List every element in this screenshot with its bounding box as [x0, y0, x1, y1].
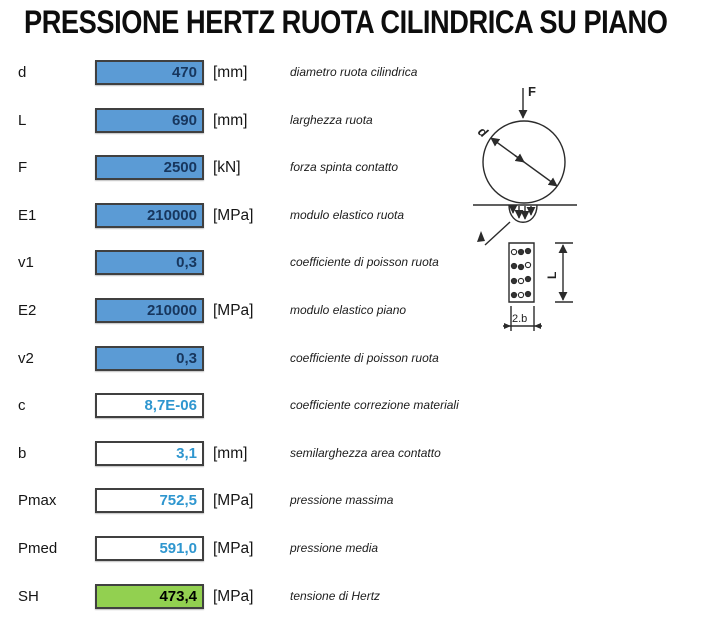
- value-field-b: 3,1: [95, 441, 204, 466]
- value-field-e2[interactable]: 210000: [95, 298, 204, 323]
- param-label: L: [18, 112, 27, 129]
- param-label: SH: [18, 588, 39, 605]
- parameter-row-v2: v2 0,3 coefficiente di poisson ruota: [0, 346, 707, 371]
- param-label: E2: [18, 302, 37, 319]
- param-label: b: [18, 445, 27, 462]
- contact-leader-arrow: [477, 231, 485, 242]
- param-description: modulo elastico piano: [290, 303, 407, 317]
- param-label: v2: [18, 350, 34, 367]
- value-field-sh: 473,4: [95, 584, 204, 609]
- parameter-row-d: d 470 [mm] diametro ruota cilindrica: [0, 60, 707, 85]
- value-text: 470: [171, 64, 197, 81]
- parameter-row-e2: E2 210000 [MPa] modulo elastico piano: [0, 298, 707, 323]
- hertz-contact-diagram: F d L 2.b: [463, 84, 595, 345]
- value-text: 591,0: [159, 540, 197, 557]
- param-description: pressione media: [290, 541, 379, 555]
- param-description: forza spinta contatto: [290, 160, 399, 174]
- param-label: c: [18, 397, 26, 414]
- contact-footprint: [509, 243, 534, 302]
- value-text: 3,1: [176, 445, 197, 462]
- value-field-v1[interactable]: 0,3: [95, 250, 204, 275]
- value-field-pmed: 591,0: [95, 536, 204, 561]
- parameter-row-b: b 3,1 [mm] semilarghezza area contatto: [0, 441, 707, 466]
- param-description: tensione di Hertz: [290, 589, 381, 603]
- param-label: Pmed: [18, 540, 58, 557]
- unit-label: [MPa]: [213, 207, 254, 224]
- value-text: 0,3: [176, 350, 197, 367]
- parameter-row-pmax: Pmax 752,5 [MPa] pressione massima: [0, 488, 707, 513]
- parameter-row-sh: SH 473,4 [MPa] tensione di Hertz: [0, 584, 707, 609]
- value-field-v2[interactable]: 0,3: [95, 346, 204, 371]
- parameter-row-e1: E1 210000 [MPa] modulo elastico ruota: [0, 203, 707, 228]
- value-text: 473,4: [159, 588, 197, 605]
- footprint-dots: [511, 248, 530, 297]
- parameter-row-pmed: Pmed 591,0 [MPa] pressione media: [0, 536, 707, 561]
- unit-label: [MPa]: [213, 588, 254, 605]
- contact-leader-line: [485, 222, 510, 245]
- value-text: 752,5: [159, 492, 197, 509]
- unit-label: [mm]: [213, 64, 248, 81]
- value-text: 2500: [163, 159, 197, 176]
- value-field-pmax: 752,5: [95, 488, 204, 513]
- unit-label: [MPa]: [213, 492, 254, 509]
- parameter-row-v1: v1 0,3 coefficiente di poisson ruota: [0, 250, 707, 275]
- value-text: 0,3: [176, 254, 197, 271]
- parameter-row-c: c 8,7E-06 coefficiente correzione materi…: [0, 393, 707, 418]
- param-description: coefficiente di poisson ruota: [290, 351, 439, 365]
- force-label: F: [528, 84, 536, 99]
- wheel-circle: [483, 121, 565, 203]
- param-label: d: [18, 64, 27, 81]
- diameter-label: d: [475, 124, 491, 141]
- contact-width-label: 2.b: [512, 313, 527, 325]
- value-field-e1[interactable]: 210000: [95, 203, 204, 228]
- value-field-c: 8,7E-06: [95, 393, 204, 418]
- value-field-f[interactable]: 2500: [95, 155, 204, 180]
- param-description: semilarghezza area contatto: [290, 446, 441, 460]
- param-description: diametro ruota cilindrica: [290, 65, 418, 79]
- unit-label: [kN]: [213, 159, 241, 176]
- param-description: coefficiente di poisson ruota: [290, 255, 439, 269]
- page-title: PRESSIONE HERTZ RUOTA CILINDRICA SU PIAN…: [24, 4, 668, 40]
- parameter-row-l: L 690 [mm] larghezza ruota: [0, 108, 707, 133]
- param-description: pressione massima: [290, 493, 394, 507]
- value-text: 690: [171, 112, 197, 129]
- length-label: L: [545, 272, 559, 279]
- param-label: v1: [18, 254, 34, 271]
- parameter-row-f: F 2500 [kN] forza spinta contatto: [0, 155, 707, 180]
- param-description: modulo elastico ruota: [290, 208, 405, 222]
- param-label: E1: [18, 207, 37, 224]
- param-description: larghezza ruota: [290, 113, 373, 127]
- value-text: 8,7E-06: [144, 397, 197, 414]
- value-field-l[interactable]: 690: [95, 108, 204, 133]
- unit-label: [mm]: [213, 112, 248, 129]
- param-label: Pmax: [18, 492, 57, 509]
- value-field-d[interactable]: 470: [95, 60, 204, 85]
- param-label: F: [18, 159, 28, 176]
- value-text: 210000: [146, 207, 197, 224]
- param-description: coefficiente correzione materiali: [290, 398, 459, 412]
- unit-label: [MPa]: [213, 302, 254, 319]
- value-text: 210000: [146, 302, 197, 319]
- unit-label: [mm]: [213, 445, 248, 462]
- unit-label: [MPa]: [213, 540, 254, 557]
